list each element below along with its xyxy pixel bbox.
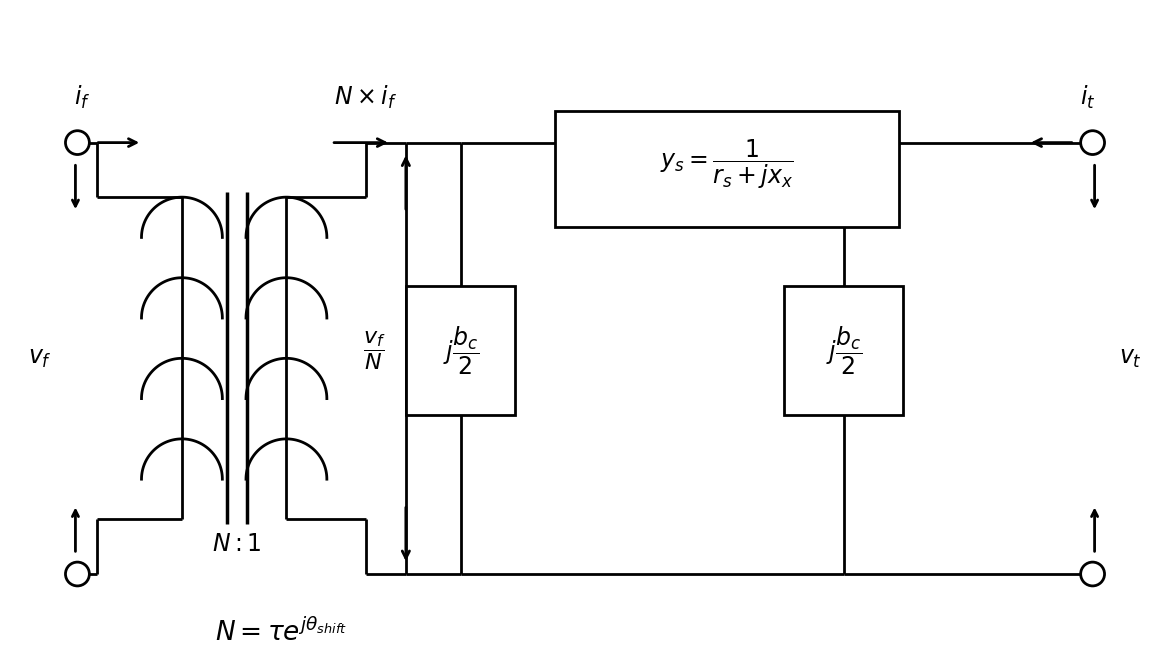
Bar [406,287,515,415]
Circle shape [66,131,89,154]
Text: $\dfrac{v_f}{N}$: $\dfrac{v_f}{N}$ [362,329,385,372]
Text: $i_t$: $i_t$ [1080,84,1096,111]
Text: $v_t$: $v_t$ [1119,347,1141,370]
Circle shape [66,562,89,586]
Text: $v_f$: $v_f$ [28,347,52,370]
Text: $j\dfrac{b_c}{2}$: $j\dfrac{b_c}{2}$ [442,325,479,377]
Text: $y_s = \dfrac{1}{r_s + jx_x}$: $y_s = \dfrac{1}{r_s + jx_x}$ [660,138,794,191]
Text: $i_f$: $i_f$ [74,84,90,111]
Bar [555,111,899,227]
Circle shape [1080,562,1105,586]
Bar [784,287,903,415]
Text: $j\dfrac{b_c}{2}$: $j\dfrac{b_c}{2}$ [826,325,862,377]
Text: $N \times i_f$: $N \times i_f$ [334,84,398,111]
Text: $N = \tau e^{j\theta_{shift}}$: $N = \tau e^{j\theta_{shift}}$ [216,617,347,646]
Text: $N:1$: $N:1$ [212,533,262,556]
Circle shape [1080,131,1105,154]
